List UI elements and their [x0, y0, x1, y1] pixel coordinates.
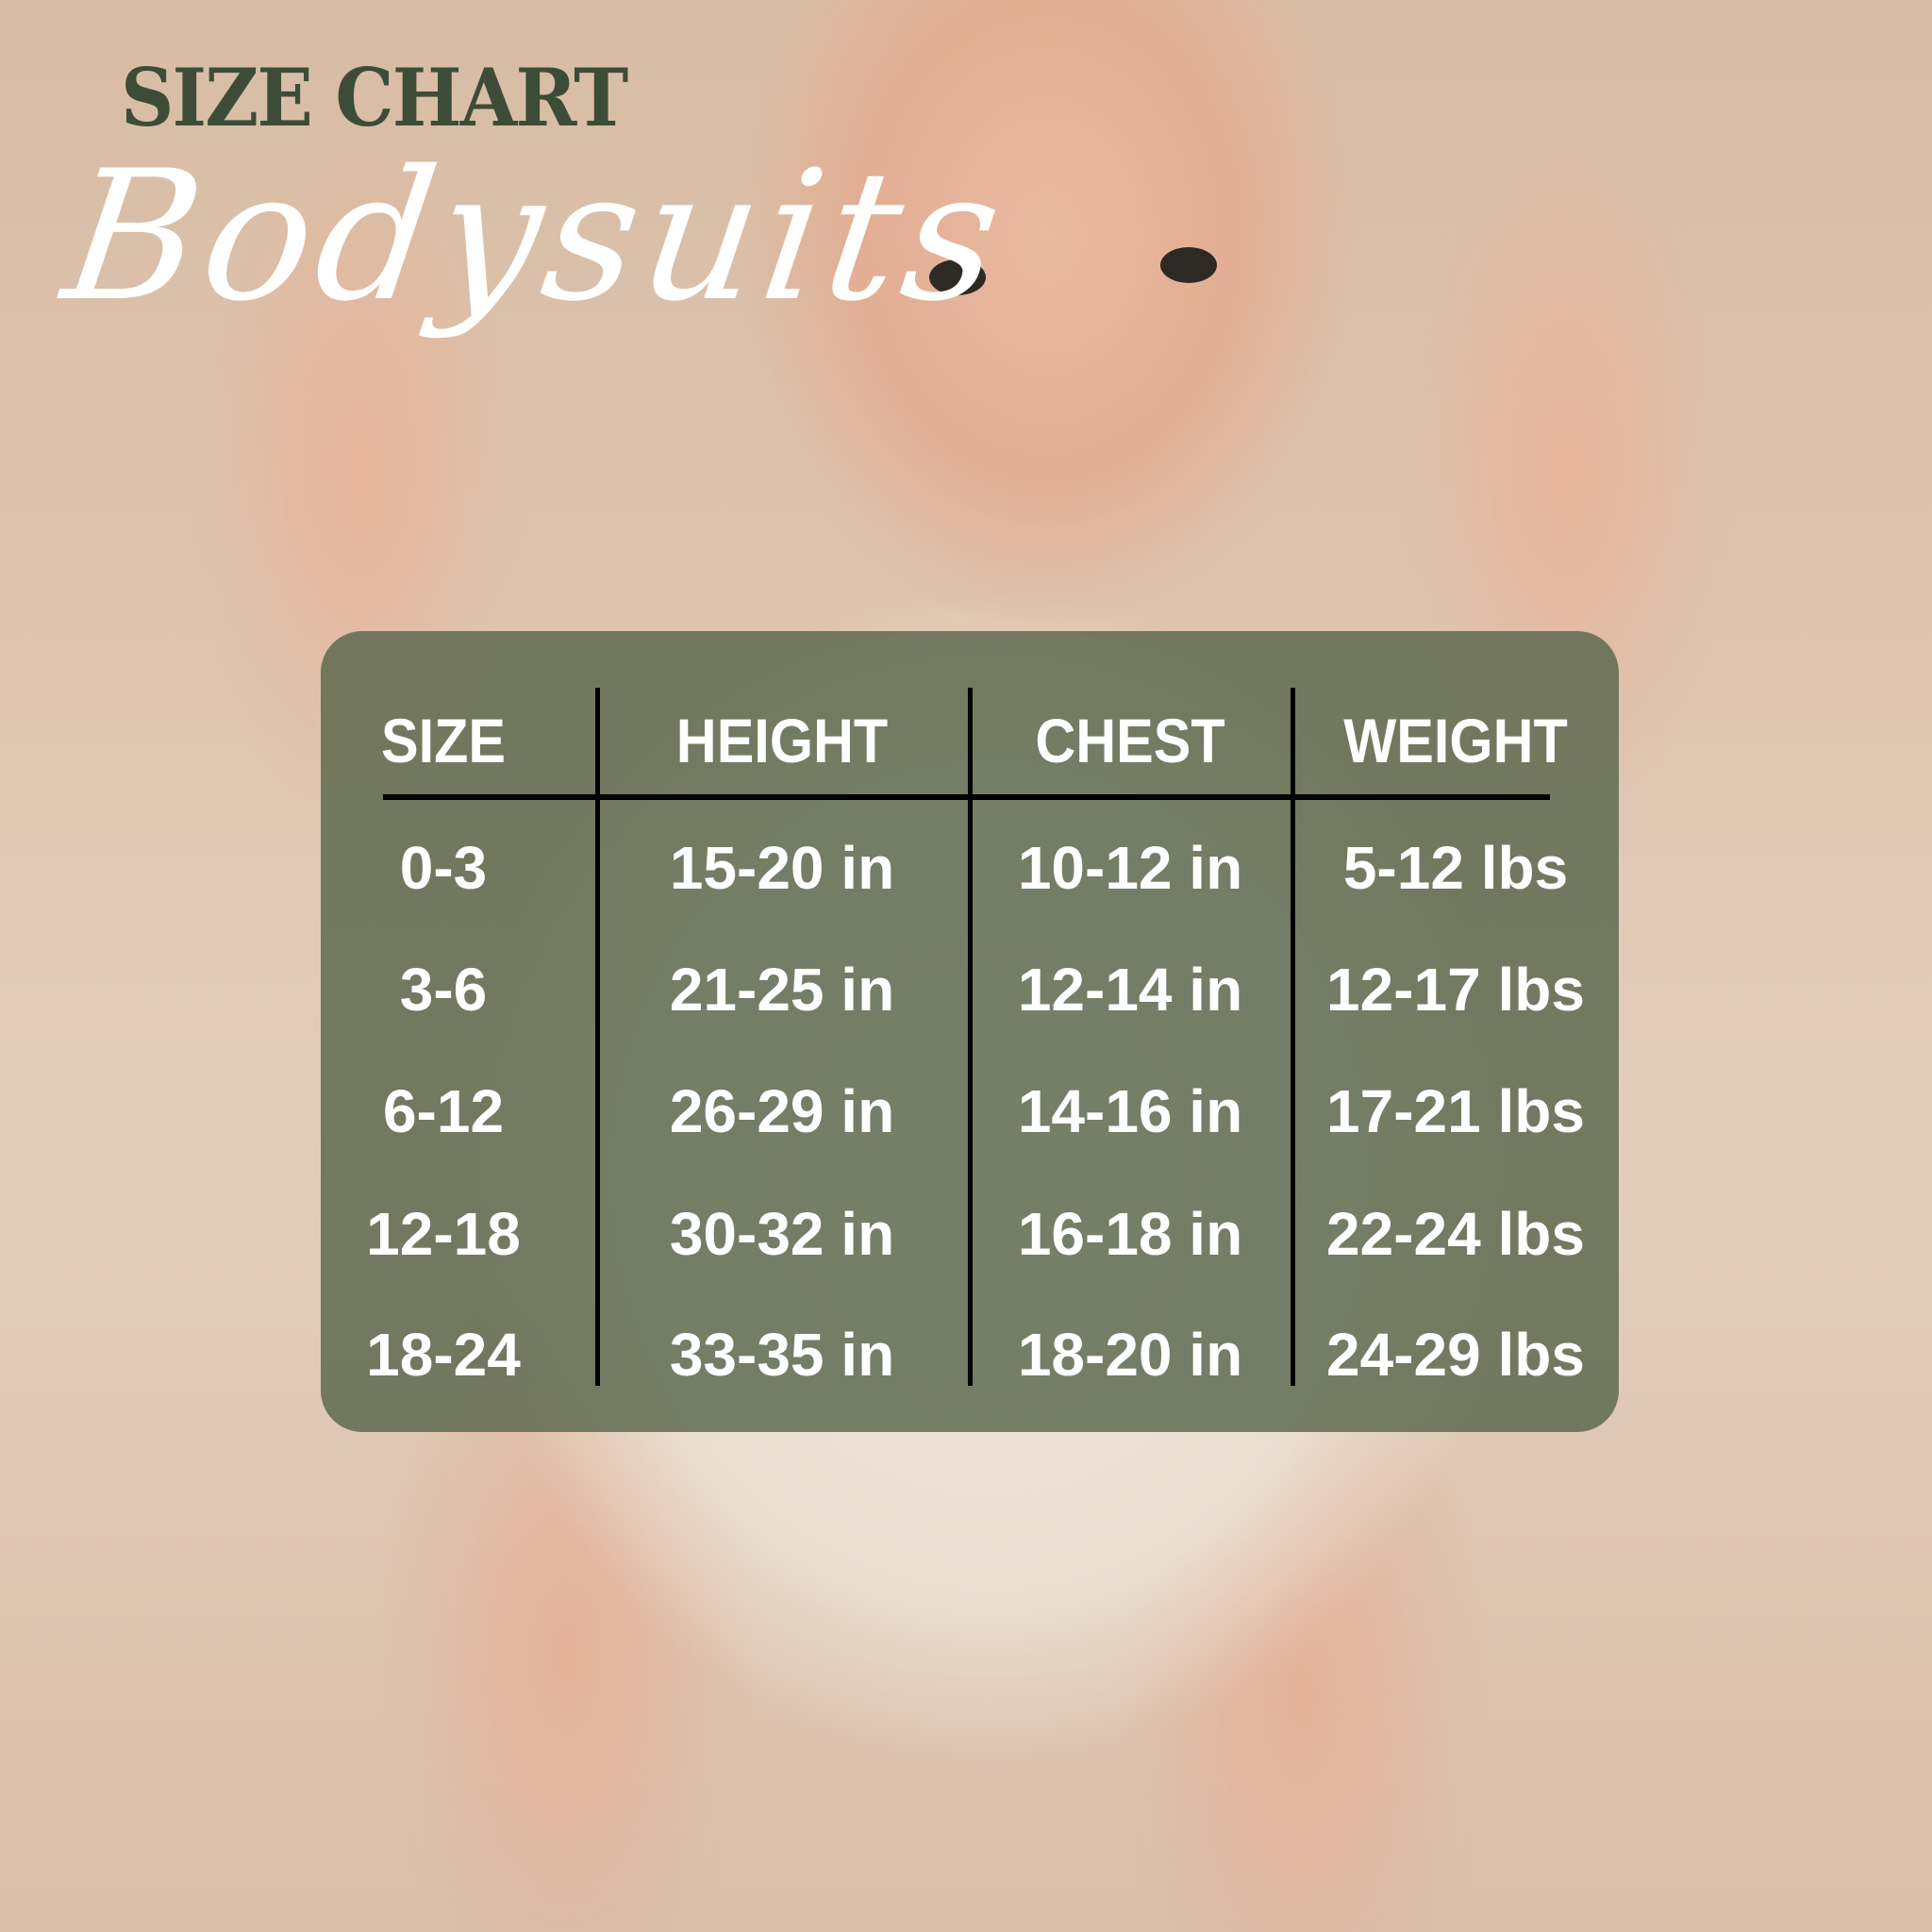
table-cell: 0-3: [399, 834, 488, 902]
column-header: WEIGHT: [1343, 706, 1568, 775]
table-cell: 6-12: [382, 1077, 505, 1145]
column-divider: [968, 688, 973, 1386]
baby-eye: [929, 259, 986, 295]
table-cell: 3-6: [399, 956, 488, 1024]
baby-eye: [1160, 247, 1217, 283]
table-cell: 33-35 in: [669, 1321, 895, 1389]
table-cell: 10-12 in: [1017, 834, 1243, 902]
header-divider: [383, 794, 1550, 800]
column-header: CHEST: [1035, 706, 1225, 775]
column-header: HEIGHT: [675, 706, 889, 775]
table-cell: 21-25 in: [669, 956, 895, 1024]
page-subtitle: Bodysuits: [53, 132, 1019, 341]
table-cell: 12-18: [366, 1200, 521, 1268]
table-cell: 15-20 in: [669, 834, 895, 902]
table-cell: 24-29 lbs: [1326, 1321, 1585, 1389]
table-cell: 18-20 in: [1017, 1321, 1243, 1389]
table-cell: 30-32 in: [669, 1200, 895, 1268]
column-header: SIZE: [380, 706, 507, 775]
table-cell: 14-16 in: [1017, 1077, 1243, 1145]
column-divider: [1291, 688, 1295, 1386]
table-cell: 26-29 in: [669, 1077, 895, 1145]
table-cell: 5-12 lbs: [1342, 834, 1569, 902]
column-divider: [595, 688, 600, 1386]
table-cell: 18-24: [366, 1321, 521, 1389]
table-cell: 12-14 in: [1017, 956, 1243, 1024]
table-cell: 16-18 in: [1017, 1200, 1243, 1268]
table-cell: 17-21 lbs: [1326, 1077, 1585, 1145]
table-cell: 22-24 lbs: [1326, 1200, 1585, 1268]
page-title: SIZE CHART: [121, 51, 628, 144]
table-cell: 12-17 lbs: [1326, 956, 1585, 1024]
